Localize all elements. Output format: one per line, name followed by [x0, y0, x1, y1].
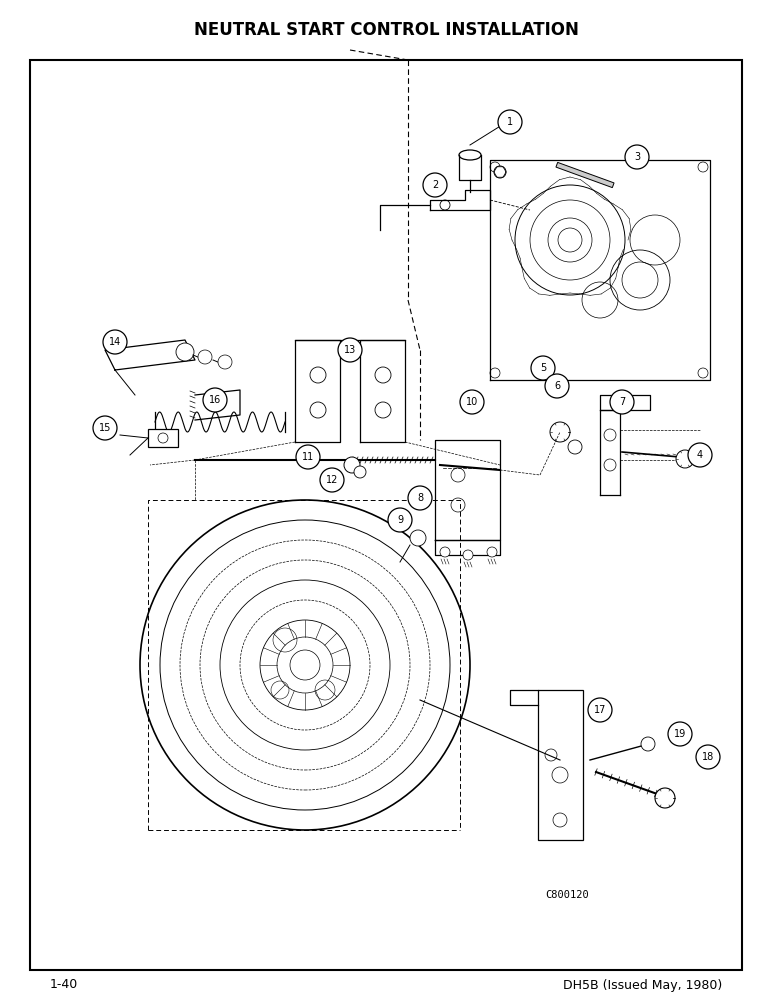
- Text: 9: 9: [397, 515, 403, 525]
- Text: 1-40: 1-40: [50, 978, 78, 992]
- Text: 17: 17: [594, 705, 606, 715]
- Circle shape: [487, 547, 497, 557]
- Text: 1: 1: [507, 117, 513, 127]
- Circle shape: [655, 788, 675, 808]
- Text: 18: 18: [702, 752, 714, 762]
- Ellipse shape: [459, 150, 481, 160]
- Circle shape: [668, 722, 692, 746]
- Text: 4: 4: [697, 450, 703, 460]
- Circle shape: [320, 468, 344, 492]
- Circle shape: [140, 500, 470, 830]
- Text: DH5B (Issued May, 1980): DH5B (Issued May, 1980): [563, 978, 722, 992]
- Circle shape: [568, 440, 582, 454]
- Circle shape: [408, 486, 432, 510]
- Text: 10: 10: [466, 397, 478, 407]
- Text: 12: 12: [326, 475, 338, 485]
- Text: C800120: C800120: [545, 890, 589, 900]
- Circle shape: [103, 330, 127, 354]
- Circle shape: [203, 388, 227, 412]
- Text: 16: 16: [209, 395, 221, 405]
- Circle shape: [338, 338, 362, 362]
- Circle shape: [625, 145, 649, 169]
- Text: 14: 14: [109, 337, 121, 347]
- Circle shape: [531, 356, 555, 380]
- Circle shape: [218, 355, 232, 369]
- Text: 13: 13: [344, 345, 356, 355]
- Circle shape: [463, 550, 473, 560]
- Circle shape: [610, 390, 634, 414]
- Text: NEUTRAL START CONTROL INSTALLATION: NEUTRAL START CONTROL INSTALLATION: [194, 21, 578, 39]
- Text: 5: 5: [540, 363, 546, 373]
- Text: 6: 6: [554, 381, 560, 391]
- Circle shape: [423, 173, 447, 197]
- Circle shape: [296, 445, 320, 469]
- Bar: [538, 690, 583, 840]
- Text: 19: 19: [674, 729, 686, 739]
- Circle shape: [696, 745, 720, 769]
- Text: 15: 15: [99, 423, 111, 433]
- Circle shape: [198, 350, 212, 364]
- Circle shape: [588, 698, 612, 722]
- Text: 8: 8: [417, 493, 423, 503]
- Circle shape: [688, 443, 712, 467]
- Circle shape: [344, 457, 360, 473]
- Circle shape: [410, 530, 426, 546]
- Bar: [148, 429, 178, 447]
- Text: 3: 3: [634, 152, 640, 162]
- Circle shape: [388, 508, 412, 532]
- Circle shape: [176, 343, 194, 361]
- Circle shape: [498, 110, 522, 134]
- Circle shape: [440, 547, 450, 557]
- Circle shape: [460, 390, 484, 414]
- Circle shape: [93, 416, 117, 440]
- Circle shape: [354, 466, 366, 478]
- FancyArrow shape: [556, 162, 614, 188]
- Circle shape: [550, 422, 570, 442]
- Circle shape: [641, 737, 655, 751]
- Text: 11: 11: [302, 452, 314, 462]
- Circle shape: [545, 374, 569, 398]
- Text: 7: 7: [619, 397, 625, 407]
- Text: 2: 2: [432, 180, 438, 190]
- Circle shape: [676, 450, 694, 468]
- Circle shape: [494, 166, 506, 178]
